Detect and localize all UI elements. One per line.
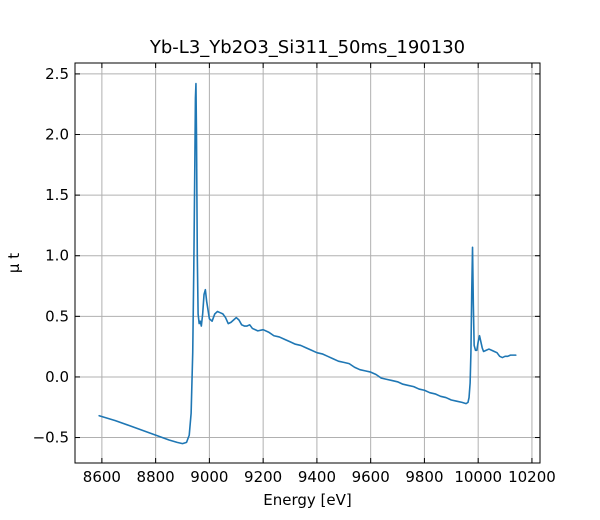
plot-frame bbox=[75, 63, 540, 463]
x-axis: 8600 8800 9000 9200 9400 9600 9800 10000 10200 bbox=[83, 63, 556, 486]
y-tick-label: 2.5 bbox=[45, 65, 69, 83]
x-tick-label: 8800 bbox=[137, 468, 175, 486]
x-tick-label: 10200 bbox=[508, 468, 556, 486]
plot-area bbox=[99, 84, 516, 444]
y-axis-title: μ t bbox=[5, 253, 23, 273]
x-tick-label: 9200 bbox=[244, 468, 282, 486]
y-tick-label: 0.5 bbox=[45, 307, 69, 325]
x-tick-label: 9800 bbox=[405, 468, 443, 486]
x-tick-label: 10000 bbox=[454, 468, 502, 486]
y-tick-label: 0.0 bbox=[45, 368, 69, 386]
y-tick-label: 2.0 bbox=[45, 126, 69, 144]
y-tick-label: 1.5 bbox=[45, 186, 69, 204]
x-axis-title: Energy [eV] bbox=[263, 491, 351, 509]
y-tick-label: −0.5 bbox=[33, 429, 69, 447]
x-tick-label: 8600 bbox=[83, 468, 121, 486]
grid bbox=[75, 63, 540, 463]
x-tick-label: 9400 bbox=[298, 468, 336, 486]
x-tick-label: 9600 bbox=[352, 468, 390, 486]
series-line bbox=[99, 84, 516, 444]
x-tick-label: 9000 bbox=[190, 468, 228, 486]
y-tick-label: 1.0 bbox=[45, 247, 69, 265]
chart-title: Yb-L3_Yb2O3_Si311_50ms_190130 bbox=[149, 37, 465, 58]
